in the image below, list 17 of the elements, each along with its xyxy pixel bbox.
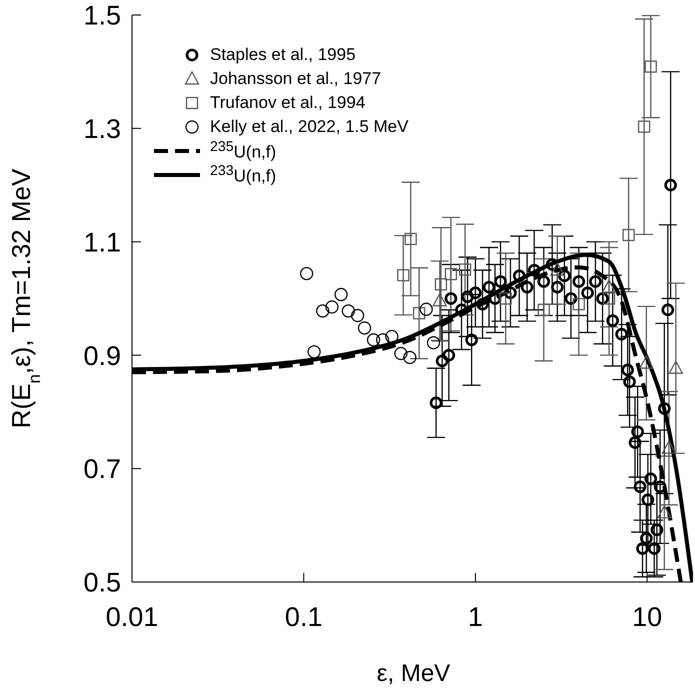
y-tick-label: 0.9	[83, 340, 121, 371]
legend-label: Trufanov et al., 1994	[210, 93, 366, 113]
x-tick-label: 1	[468, 602, 483, 632]
x-tick-label: 0.01	[106, 602, 158, 632]
legend-label: Staples et al., 1995	[210, 45, 356, 65]
legend-label: $^{233}$U(n,f)	[210, 163, 276, 187]
y-tick-label: 1.5	[83, 0, 121, 31]
legend-label: $^{235}$U(n,f)	[210, 139, 276, 163]
y-tick-label: 0.7	[83, 454, 121, 484]
legend-label: Kelly et al., 2022, 1.5 MeV	[210, 117, 408, 137]
y-tick-label: 1.1	[83, 227, 121, 258]
x-tick-label: 10	[632, 602, 662, 632]
x-axis-title: ε, MeV	[376, 660, 450, 687]
legend-label: Johansson et al., 1977	[210, 69, 382, 89]
x-tick-label: 0.1	[284, 602, 322, 632]
y-tick-label: 0.5	[83, 568, 121, 598]
y-tick-label: 1.3	[83, 114, 121, 144]
